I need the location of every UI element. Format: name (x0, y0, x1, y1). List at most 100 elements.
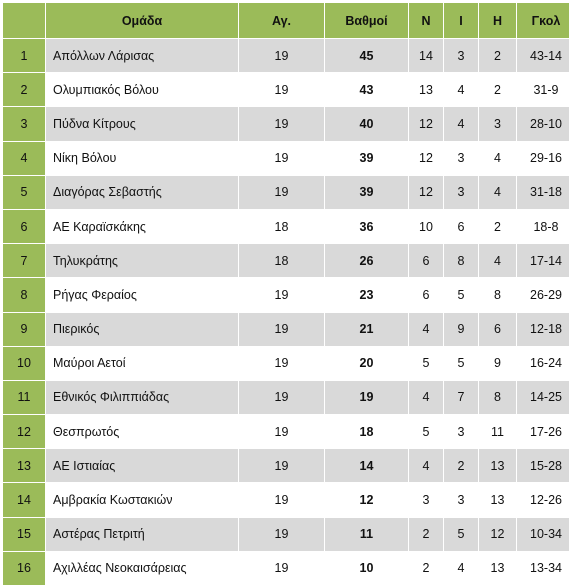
table-row: 3 Πύδνα Κίτρους 19 40 12 4 3 28-10 (2, 106, 569, 142)
draws-cell: 3 (443, 414, 479, 450)
position-cell: 16 (2, 550, 46, 587)
games-cell: 19 (238, 174, 325, 210)
draws-cell: 5 (443, 516, 479, 552)
draws-cell: 4 (443, 72, 479, 108)
table-row: 14 Αμβρακία Κωστακιών 19 12 3 3 13 12-26 (2, 482, 569, 518)
header-team: Ομάδα (45, 2, 239, 39)
points-cell: 43 (324, 72, 409, 108)
games-cell: 19 (238, 37, 325, 74)
games-cell: 19 (238, 345, 325, 381)
wins-cell: 10 (408, 208, 444, 245)
table-row: 1 Απόλλων Λάρισας 19 45 14 3 2 43-14 (2, 37, 569, 74)
goals-cell: 14-25 (516, 379, 569, 416)
losses-cell: 13 (478, 550, 517, 587)
points-cell: 45 (324, 37, 409, 74)
position-cell: 4 (2, 140, 46, 176)
games-cell: 19 (238, 311, 325, 347)
points-cell: 26 (324, 243, 409, 279)
wins-cell: 5 (408, 345, 444, 381)
points-cell: 11 (324, 516, 409, 552)
position-cell: 1 (2, 37, 46, 74)
team-name-cell: ΑΕ Ιστιαίας (45, 448, 239, 484)
goals-cell: 17-26 (516, 414, 569, 450)
draws-cell: 3 (443, 140, 479, 176)
wins-cell: 3 (408, 482, 444, 518)
table-row: 9 Πιερικός 19 21 4 9 6 12-18 (2, 311, 569, 347)
losses-cell: 6 (478, 311, 517, 347)
table-row: 4 Νίκη Βόλου 19 39 12 3 4 29-16 (2, 140, 569, 176)
goals-cell: 28-10 (516, 106, 569, 142)
games-cell: 19 (238, 482, 325, 518)
losses-cell: 2 (478, 37, 517, 74)
table-row: 15 Αστέρας Πετριτή 19 11 2 5 12 10-34 (2, 516, 569, 552)
team-name-cell: Πιερικός (45, 311, 239, 347)
team-name-cell: Τηλυκράτης (45, 243, 239, 279)
points-cell: 23 (324, 277, 409, 313)
losses-cell: 4 (478, 174, 517, 210)
losses-cell: 13 (478, 448, 517, 484)
losses-cell: 8 (478, 379, 517, 416)
wins-cell: 2 (408, 550, 444, 587)
wins-cell: 4 (408, 379, 444, 416)
losses-cell: 12 (478, 516, 517, 552)
losses-cell: 4 (478, 140, 517, 176)
header-row: Ομάδα Αγ. Βαθμοί Ν Ι Η Γκολ (2, 2, 569, 39)
points-cell: 20 (324, 345, 409, 381)
position-cell: 12 (2, 414, 46, 450)
losses-cell: 13 (478, 482, 517, 518)
goals-cell: 26-29 (516, 277, 569, 313)
losses-cell: 3 (478, 106, 517, 142)
losses-cell: 2 (478, 208, 517, 245)
header-losses: Η (478, 2, 517, 39)
points-cell: 40 (324, 106, 409, 142)
games-cell: 19 (238, 72, 325, 108)
games-cell: 19 (238, 140, 325, 176)
losses-cell: 9 (478, 345, 517, 381)
team-name-cell: Απόλλων Λάρισας (45, 37, 239, 74)
games-cell: 19 (238, 550, 325, 587)
team-name-cell: Αχιλλέας Νεοκαισάρειας (45, 550, 239, 587)
table-body: 1 Απόλλων Λάρισας 19 45 14 3 2 43-14 2 Ολυμπιακός… (2, 37, 569, 587)
goals-cell: 31-18 (516, 174, 569, 210)
position-cell: 6 (2, 208, 46, 245)
draws-cell: 9 (443, 311, 479, 347)
losses-cell: 11 (478, 414, 517, 450)
table-row: 13 ΑΕ Ιστιαίας 19 14 4 2 13 15-28 (2, 448, 569, 484)
wins-cell: 12 (408, 106, 444, 142)
games-cell: 19 (238, 277, 325, 313)
table-header: Ομάδα Αγ. Βαθμοί Ν Ι Η Γκολ (2, 2, 569, 39)
team-name-cell: Θεσπρωτός (45, 414, 239, 450)
position-cell: 9 (2, 311, 46, 347)
position-cell: 13 (2, 448, 46, 484)
table-row: 11 Εθνικός Φιλιππιάδας 19 19 4 7 8 14-25 (2, 379, 569, 416)
table-row: 12 Θεσπρωτός 19 18 5 3 11 17-26 (2, 414, 569, 450)
wins-cell: 6 (408, 277, 444, 313)
team-name-cell: Αστέρας Πετριτή (45, 516, 239, 552)
goals-cell: 15-28 (516, 448, 569, 484)
position-cell: 14 (2, 482, 46, 518)
draws-cell: 3 (443, 37, 479, 74)
position-cell: 8 (2, 277, 46, 313)
points-cell: 19 (324, 379, 409, 416)
team-name-cell: Αμβρακία Κωστακιών (45, 482, 239, 518)
wins-cell: 2 (408, 516, 444, 552)
draws-cell: 7 (443, 379, 479, 416)
draws-cell: 5 (443, 277, 479, 313)
team-name-cell: Πύδνα Κίτρους (45, 106, 239, 142)
table-row: 16 Αχιλλέας Νεοκαισάρειας 19 10 2 4 13 13-34 (2, 550, 569, 587)
header-games: Αγ. (238, 2, 325, 39)
goals-cell: 18-8 (516, 208, 569, 245)
position-cell: 11 (2, 379, 46, 416)
wins-cell: 4 (408, 311, 444, 347)
points-cell: 39 (324, 174, 409, 210)
team-name-cell: Διαγόρας Σεβαστής (45, 174, 239, 210)
table-row: 6 ΑΕ Καραϊσκάκης 18 36 10 6 2 18-8 (2, 208, 569, 245)
goals-cell: 10-34 (516, 516, 569, 552)
wins-cell: 12 (408, 140, 444, 176)
points-cell: 12 (324, 482, 409, 518)
draws-cell: 3 (443, 174, 479, 210)
team-name-cell: Νίκη Βόλου (45, 140, 239, 176)
wins-cell: 6 (408, 243, 444, 279)
draws-cell: 8 (443, 243, 479, 279)
position-cell: 15 (2, 516, 46, 552)
